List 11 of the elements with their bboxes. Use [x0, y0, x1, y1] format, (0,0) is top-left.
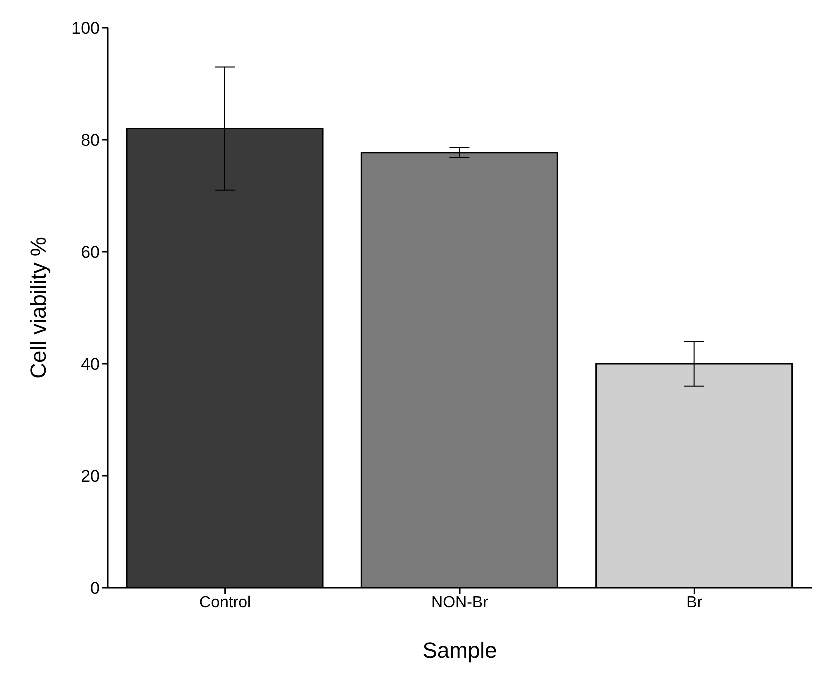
y-axis-title: Cell viability % — [26, 237, 51, 379]
x-tick-label: Control — [200, 594, 252, 612]
x-axis-title: Sample — [422, 638, 498, 663]
y-tick-label: 80 — [81, 131, 100, 150]
x-tick-label: Br — [686, 594, 704, 612]
y-tick-label: 100 — [72, 19, 100, 38]
y-tick-label: 60 — [81, 243, 100, 262]
x-tick-label: NON-Br — [432, 594, 490, 612]
y-tick-label: 0 — [90, 579, 100, 598]
y-tick-label: 20 — [81, 467, 100, 486]
y-tick-label: 40 — [81, 355, 100, 374]
